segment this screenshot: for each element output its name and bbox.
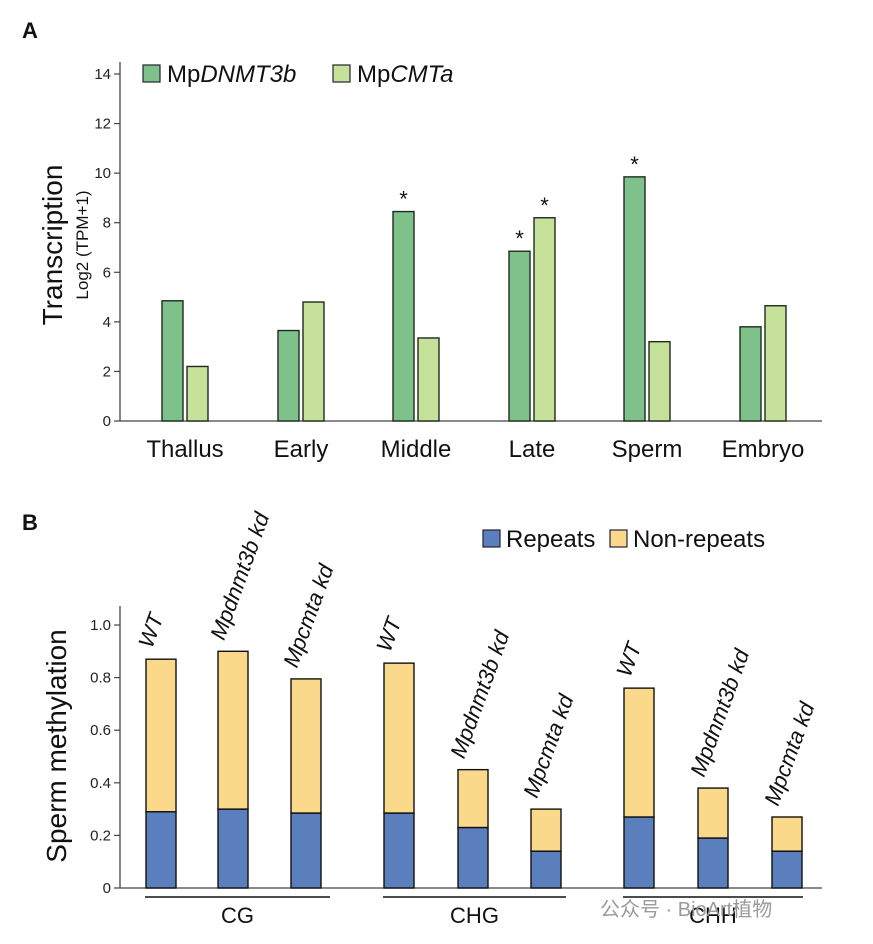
bar-mpcmta-late bbox=[533, 217, 556, 422]
bar-segment-non-repeats bbox=[145, 658, 177, 813]
bar-segment-repeats bbox=[383, 812, 415, 889]
legend-swatch-non-repeats bbox=[609, 529, 628, 548]
legend-swatch-mpcmta bbox=[332, 64, 351, 83]
panel-a-category-label: Middle bbox=[381, 436, 452, 463]
bar-genotype-label: Mpcmta kd bbox=[518, 690, 579, 800]
panel-b-y-tick-label: 0 bbox=[103, 880, 111, 897]
legend-swatch-repeats bbox=[482, 529, 501, 548]
bar-genotype-label: WT bbox=[371, 613, 407, 655]
panel-a-y-tick-label: 12 bbox=[94, 116, 111, 133]
legend-label-mpcmta: MpCMTa bbox=[357, 61, 453, 88]
context-group-label: CG bbox=[221, 903, 254, 928]
legend-label-repeats: Repeats bbox=[506, 526, 595, 553]
panel-b-y-tick-label: 0.8 bbox=[90, 670, 111, 687]
significance-star: * bbox=[630, 152, 639, 177]
panel-a-category-label: Thallus bbox=[146, 436, 223, 463]
panel-b-legend: Repeats Non-repeats bbox=[482, 526, 765, 553]
context-group-label: CHG bbox=[450, 903, 499, 928]
bar-mpdnmt3b-sperm bbox=[623, 176, 646, 422]
bar-segment-repeats bbox=[290, 812, 322, 889]
bar-genotype-label: Mpcmta kd bbox=[278, 560, 339, 670]
panel-a-y-tick-label: 0 bbox=[103, 413, 111, 430]
bar-segment-non-repeats bbox=[530, 808, 562, 852]
watermark: 公众号 · BioArt植物 bbox=[600, 898, 772, 921]
bar-mpdnmt3b-embryo bbox=[739, 326, 762, 422]
bar-genotype-label: WT bbox=[611, 638, 647, 680]
bar-segment-non-repeats bbox=[217, 650, 249, 810]
bar-mpcmta-embryo bbox=[764, 305, 787, 422]
panel-b-y-tick-label: 0.2 bbox=[90, 827, 111, 844]
panel-a-category-label: Embryo bbox=[722, 436, 805, 463]
bar-segment-non-repeats bbox=[771, 816, 803, 852]
bar-mpdnmt3b-early bbox=[277, 329, 300, 422]
context-group-label: CHH bbox=[689, 903, 737, 928]
panel-a-y-subtitle: Log2 (TPM+1) bbox=[73, 190, 92, 299]
bar-mpdnmt3b-middle bbox=[392, 210, 415, 422]
bar-segment-non-repeats bbox=[457, 768, 489, 829]
legend-label-non-repeats: Non-repeats bbox=[633, 526, 765, 553]
bar-segment-repeats bbox=[697, 837, 729, 889]
panel-b-y-tick-label: 0.6 bbox=[90, 722, 111, 739]
bar-segment-repeats bbox=[217, 808, 249, 889]
panel-a-category-label: Early bbox=[274, 436, 329, 463]
bar-segment-non-repeats bbox=[383, 662, 415, 814]
bar-segment-repeats bbox=[145, 811, 177, 889]
panel-a-letter: A bbox=[22, 18, 38, 43]
bar-mpcmta-early bbox=[302, 301, 325, 422]
bar-genotype-label: WT bbox=[133, 609, 169, 651]
panel-a-y-tick-label: 2 bbox=[103, 363, 111, 380]
panel-a-legend: MpDNMT3b MpCMTa bbox=[142, 61, 453, 88]
panel-a-category-label: Sperm bbox=[612, 436, 683, 463]
panel-a-y-title: Transcription bbox=[37, 165, 68, 326]
panel-a-category-label: Late bbox=[509, 436, 556, 463]
panel-b-letter: B bbox=[22, 510, 38, 535]
panel-b-chart: Sperm methylation Repeats Non-repeats 0 0… bbox=[41, 508, 822, 928]
panel-a-y-tick-label: 10 bbox=[94, 165, 111, 182]
bar-genotype-label: Mpcmta kd bbox=[759, 698, 820, 808]
bar-segment-repeats bbox=[771, 850, 803, 889]
panel-a-chart: Transcription Log2 (TPM+1) MpDNMT3b MpCM… bbox=[37, 61, 822, 463]
bar-segment-repeats bbox=[530, 850, 562, 889]
bar-segment-non-repeats bbox=[697, 787, 729, 839]
significance-star: * bbox=[515, 226, 524, 251]
bar-genotype-label: Mpdnmt3b kd bbox=[685, 645, 754, 780]
legend-swatch-mpdnmt3b bbox=[142, 64, 161, 83]
panel-a-y-tick-label: 4 bbox=[103, 314, 111, 331]
significance-star: * bbox=[540, 193, 549, 218]
panel-a-y-tick-label: 14 bbox=[94, 66, 111, 83]
significance-star: * bbox=[399, 187, 408, 212]
panel-b-y-tick-label: 0.4 bbox=[90, 775, 111, 792]
panel-a-y-tick-label: 8 bbox=[103, 215, 111, 232]
bar-mpcmta-sperm bbox=[648, 340, 671, 422]
bar-mpdnmt3b-thallus bbox=[161, 300, 184, 422]
bar-mpcmta-middle bbox=[417, 337, 440, 422]
bar-segment-non-repeats bbox=[623, 687, 655, 818]
bar-genotype-label: Mpdnmt3b kd bbox=[445, 627, 514, 762]
bar-genotype-label: Mpdnmt3b kd bbox=[205, 508, 274, 643]
bar-mpdnmt3b-late bbox=[508, 250, 531, 422]
panel-a-y-tick-label: 6 bbox=[103, 264, 111, 281]
bar-segment-repeats bbox=[457, 826, 489, 889]
panel-b-y-title: Sperm methylation bbox=[41, 629, 72, 862]
panel-b-y-tick-label: 1.0 bbox=[90, 617, 111, 634]
bar-mpcmta-thallus bbox=[186, 365, 209, 422]
bar-segment-non-repeats bbox=[290, 678, 322, 814]
bar-segment-repeats bbox=[623, 816, 655, 889]
legend-label-mpdnmt3b: MpDNMT3b bbox=[167, 61, 296, 88]
